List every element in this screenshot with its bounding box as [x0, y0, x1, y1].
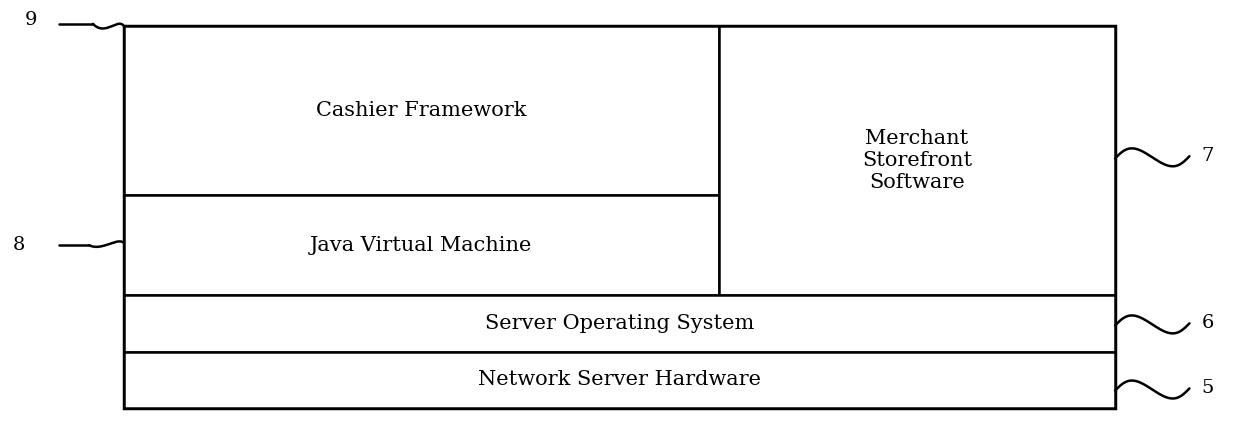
Text: 9: 9 [25, 10, 37, 29]
Bar [124, 26, 719, 195]
Bar [124, 195, 719, 295]
Text: Cashier Framework: Cashier Framework [316, 101, 527, 120]
Bar [124, 26, 1115, 408]
Text: Network Server Hardware: Network Server Hardware [478, 370, 761, 389]
Text: Java Virtual Machine: Java Virtual Machine [310, 236, 533, 255]
Text: 8: 8 [12, 236, 25, 254]
Text: 6: 6 [1202, 314, 1214, 332]
Text: Merchant
Storefront
Software: Merchant Storefront Software [862, 129, 971, 192]
Bar [719, 26, 1115, 295]
Bar [124, 352, 1115, 408]
Text: 7: 7 [1202, 147, 1214, 165]
Text: Server Operating System: Server Operating System [484, 314, 755, 333]
Bar [124, 295, 1115, 352]
Text: 5: 5 [1202, 379, 1214, 398]
